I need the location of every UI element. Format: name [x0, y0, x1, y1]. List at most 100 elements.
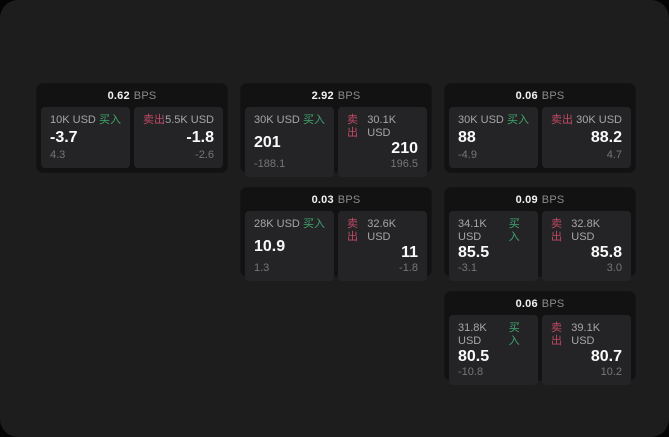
sell-side-label: 卖出	[347, 218, 358, 243]
sell-panel[interactable]: 卖出 5.5K USD -1.8 -2.6	[134, 107, 223, 168]
bps-value: 0.03	[311, 193, 334, 206]
buy-side-label: 买入	[99, 114, 121, 126]
buy-price: 85.5	[458, 244, 490, 261]
buy-price: 201	[254, 133, 281, 151]
bps-value: 0.06	[515, 297, 538, 310]
card-header: 0.62 BPS	[37, 84, 227, 107]
sell-top-row: 卖出 32.6K USD	[347, 218, 418, 244]
sell-side-label: 卖出	[143, 114, 165, 126]
quote-panels: 31.8K USD 买入 80.5 -10.8 卖出 39.1K USD 80.…	[445, 315, 635, 389]
quote-card: 0.09 BPS 34.1K USD 买入 85.5 -3.1 卖出 32.8K…	[445, 188, 635, 281]
buy-top-row: 30K USD 买入	[254, 114, 325, 127]
buy-price: 10.9	[254, 237, 286, 255]
sell-panel[interactable]: 卖出 30.1K USD 210 196.5	[338, 107, 427, 177]
bps-unit-label: BPS	[541, 89, 565, 102]
buy-top-row: 30K USD 买入	[458, 114, 529, 127]
sell-panel[interactable]: 卖出 32.6K USD 11 -1.8	[338, 211, 427, 281]
sell-delta: 4.7	[606, 149, 622, 161]
buy-price: 80.5	[458, 348, 490, 365]
sell-delta: 196.5	[390, 158, 418, 170]
sell-side-label: 卖出	[551, 114, 573, 126]
quote-panels: 28K USD 买入 10.9 1.3 卖出 32.6K USD 11 -1.8	[241, 211, 431, 285]
sell-panel[interactable]: 卖出 30K USD 88.2 4.7	[542, 107, 631, 168]
card-header: 2.92 BPS	[241, 84, 431, 107]
sell-size: 32.8K USD	[571, 218, 601, 243]
buy-top-row: 31.8K USD 买入	[458, 322, 529, 348]
buy-size: 30K USD	[458, 114, 504, 126]
quote-panels: 10K USD 买入 -3.7 4.3 卖出 5.5K USD -1.8 -2.…	[37, 107, 227, 172]
sell-price: 88.2	[590, 129, 622, 146]
sell-price: 210	[391, 140, 418, 157]
quote-card: 0.03 BPS 28K USD 买入 10.9 1.3 卖出 32.6K US…	[241, 188, 431, 281]
buy-delta: -188.1	[254, 158, 286, 170]
sell-size: 39.1K USD	[571, 322, 601, 347]
bps-unit-label: BPS	[541, 193, 565, 206]
sell-side-label: 卖出	[551, 322, 562, 347]
sell-panel[interactable]: 卖出 39.1K USD 80.7 10.2	[542, 315, 631, 385]
quote-card-grid: 0.62 BPS 10K USD 买入 -3.7 4.3 卖出 5.5K USD	[37, 84, 635, 385]
bps-unit-label: BPS	[541, 297, 565, 310]
quote-card: 2.92 BPS 30K USD 买入 201 -188.1 卖出 30.1K …	[241, 84, 431, 177]
sell-top-row: 卖出 5.5K USD	[143, 114, 214, 127]
sell-price: 80.7	[590, 348, 622, 365]
buy-delta: -10.8	[458, 366, 484, 378]
bps-value: 0.62	[107, 89, 130, 102]
buy-side-label: 买入	[303, 218, 325, 230]
sell-delta: 3.0	[606, 262, 622, 274]
buy-size: 34.1K USD	[458, 218, 487, 243]
buy-side-label: 买入	[508, 218, 520, 243]
buy-delta: 1.3	[254, 262, 270, 274]
quote-panels: 34.1K USD 买入 85.5 -3.1 卖出 32.8K USD 85.8…	[445, 211, 635, 285]
buy-top-row: 10K USD 买入	[50, 114, 121, 127]
sell-size: 32.6K USD	[367, 218, 397, 243]
buy-delta: 4.3	[50, 149, 66, 161]
buy-delta: -3.1	[458, 262, 477, 274]
buy-price: 88	[458, 129, 476, 146]
buy-side-label: 买入	[508, 322, 520, 347]
buy-panel[interactable]: 28K USD 买入 10.9 1.3	[245, 211, 334, 281]
bps-unit-label: BPS	[337, 193, 361, 206]
sell-top-row: 卖出 30K USD	[551, 114, 622, 127]
sell-delta: -2.6	[195, 149, 214, 161]
sell-side-label: 卖出	[347, 114, 358, 139]
sell-delta: 10.2	[600, 366, 622, 378]
sell-size: 5.5K USD	[165, 114, 214, 126]
buy-top-row: 28K USD 买入	[254, 218, 325, 231]
bps-value: 0.09	[515, 193, 538, 206]
sell-top-row: 卖出 39.1K USD	[551, 322, 622, 348]
buy-delta: -4.9	[458, 149, 477, 161]
sell-top-row: 卖出 32.8K USD	[551, 218, 622, 244]
buy-panel[interactable]: 31.8K USD 买入 80.5 -10.8	[449, 315, 538, 385]
card-header: 0.06 BPS	[445, 292, 635, 315]
buy-panel[interactable]: 30K USD 买入 88 -4.9	[449, 107, 538, 168]
quote-card: 0.06 BPS 31.8K USD 买入 80.5 -10.8 卖出 39.1…	[445, 292, 635, 385]
card-header: 0.06 BPS	[445, 84, 635, 107]
buy-panel[interactable]: 34.1K USD 买入 85.5 -3.1	[449, 211, 538, 281]
bps-value: 2.92	[311, 89, 334, 102]
sell-side-label: 卖出	[551, 218, 562, 243]
card-header: 0.09 BPS	[445, 188, 635, 211]
buy-panel[interactable]: 10K USD 买入 -3.7 4.3	[41, 107, 130, 168]
buy-size: 30K USD	[254, 114, 300, 126]
buy-top-row: 34.1K USD 买入	[458, 218, 529, 244]
sell-size: 30.1K USD	[367, 114, 397, 139]
bps-value: 0.06	[515, 89, 538, 102]
card-header: 0.03 BPS	[241, 188, 431, 211]
buy-size: 10K USD	[50, 114, 96, 126]
sell-price: -1.8	[186, 129, 214, 146]
buy-price: -3.7	[50, 129, 78, 146]
sell-price: 11	[401, 244, 418, 261]
sell-size: 30K USD	[576, 114, 622, 126]
quote-card: 0.62 BPS 10K USD 买入 -3.7 4.3 卖出 5.5K USD	[37, 84, 227, 172]
buy-panel[interactable]: 30K USD 买入 201 -188.1	[245, 107, 334, 177]
sell-delta: -1.8	[399, 262, 418, 274]
sell-price: 85.8	[590, 244, 622, 261]
sell-top-row: 卖出 30.1K USD	[347, 114, 418, 140]
buy-side-label: 买入	[303, 114, 325, 126]
buy-size: 31.8K USD	[458, 322, 487, 347]
bps-unit-label: BPS	[133, 89, 157, 102]
quote-panels: 30K USD 买入 201 -188.1 卖出 30.1K USD 210 1…	[241, 107, 431, 181]
sell-panel[interactable]: 卖出 32.8K USD 85.8 3.0	[542, 211, 631, 281]
buy-side-label: 买入	[507, 114, 529, 126]
